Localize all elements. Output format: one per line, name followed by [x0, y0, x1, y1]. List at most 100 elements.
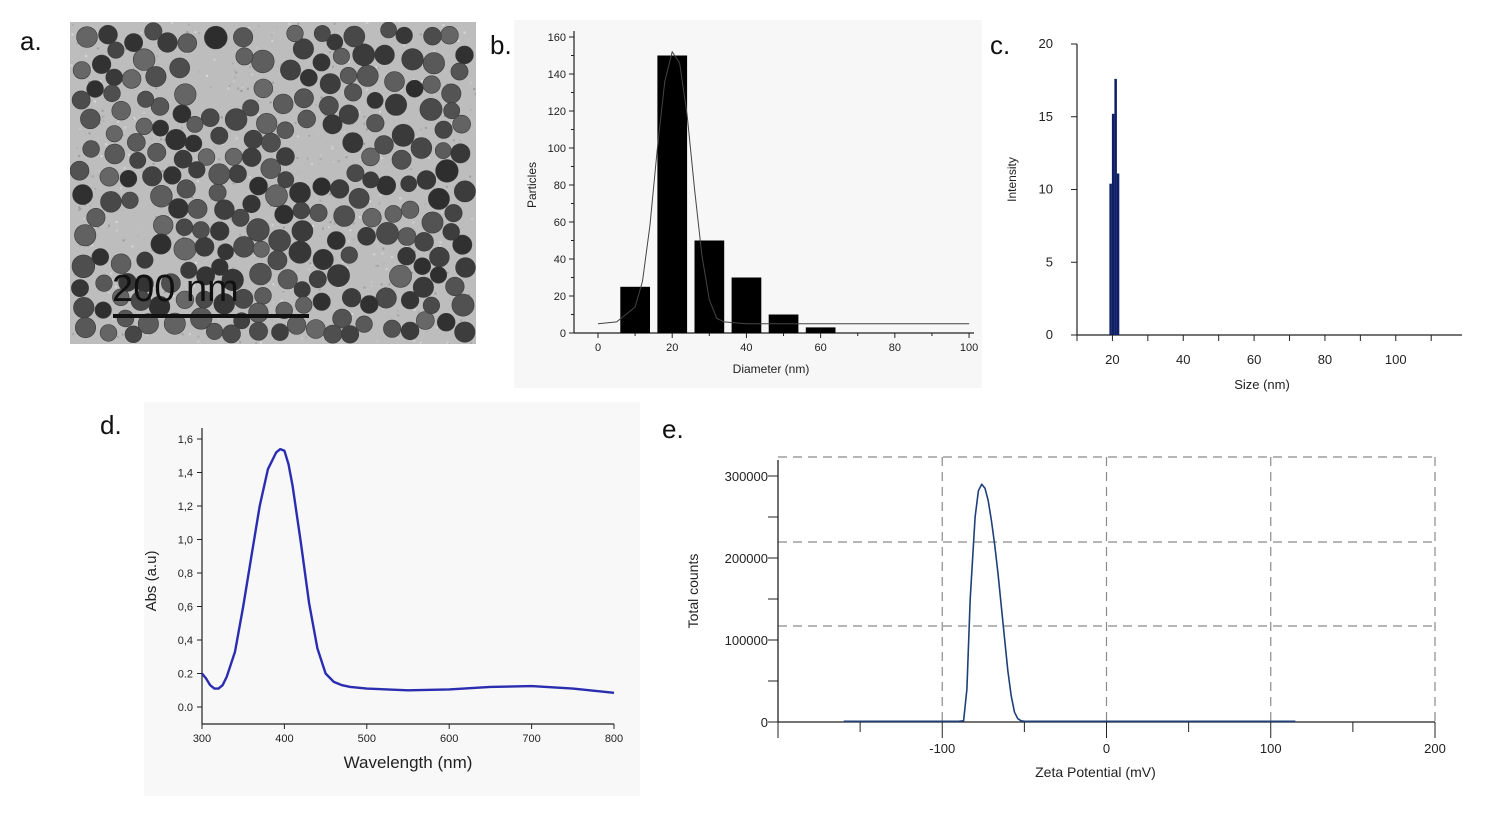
nanoparticle	[217, 243, 234, 261]
b-bar	[805, 327, 836, 333]
nanoparticle	[165, 128, 187, 151]
nanoparticle	[188, 161, 206, 179]
b-bar	[731, 277, 762, 333]
nanoparticle	[233, 288, 254, 309]
nanoparticle	[224, 147, 243, 166]
nanoparticle	[384, 93, 407, 116]
d-y-label: Abs (a.u)	[143, 551, 160, 612]
nanoparticle	[383, 319, 402, 338]
scale-bar-line	[113, 314, 309, 318]
nanoparticle	[261, 132, 281, 153]
nanoparticle	[204, 25, 228, 50]
c-x-tick-label: 60	[1247, 352, 1261, 367]
chart-d-uvvis: 0.0 0.2 0,4 0,6 0,8 1,0 1,2 1,4 1,6 300 400 500 600 7…	[143, 402, 640, 796]
nanoparticle	[249, 262, 272, 286]
nanoparticle	[256, 112, 278, 135]
nanoparticle	[243, 129, 263, 149]
c-x-label: Size (nm)	[1234, 377, 1290, 392]
nanoparticle	[429, 266, 447, 284]
d-y-tick-label: 0,6	[178, 602, 193, 614]
nanoparticle	[163, 312, 186, 335]
nanoparticle	[137, 313, 159, 335]
c-bar	[1111, 113, 1115, 335]
nanoparticle	[389, 264, 412, 288]
nanoparticle	[147, 142, 167, 162]
nanoparticle	[442, 223, 460, 241]
nanoparticle	[267, 250, 288, 271]
nanoparticle	[312, 53, 331, 72]
nanoparticle	[397, 247, 416, 266]
nanoparticle	[130, 290, 152, 311]
nanoparticle	[208, 183, 227, 202]
nanoparticle	[452, 234, 473, 255]
nanoparticle	[249, 321, 268, 341]
nanoparticle	[152, 119, 169, 137]
nanoparticle	[401, 291, 420, 310]
nanoparticle	[312, 177, 331, 196]
d-y-tick-label: 0.2	[178, 669, 193, 681]
nanoparticle	[271, 323, 289, 342]
tem-micrograph: 200 nm	[70, 22, 476, 344]
nanoparticle	[355, 315, 373, 333]
d-y-tick-label: 0,4	[178, 635, 193, 647]
b-y-tick-label: 120	[548, 106, 566, 118]
nanoparticle	[362, 171, 380, 189]
d-y-tick-label: 1,4	[178, 468, 193, 480]
d-x-tick-label: 600	[440, 733, 458, 745]
nanoparticle	[91, 54, 112, 74]
nanoparticle	[173, 237, 197, 261]
nanoparticle	[401, 200, 420, 219]
nanoparticle	[231, 208, 250, 227]
nanoparticle	[196, 266, 216, 286]
nanoparticle	[94, 301, 112, 319]
nanoparticle	[391, 149, 412, 170]
nanoparticle	[235, 47, 254, 66]
nanoparticle	[111, 100, 131, 121]
nanoparticle	[339, 66, 358, 85]
nanoparticle	[429, 246, 450, 268]
nanoparticle	[422, 296, 441, 315]
nanoparticle	[104, 143, 125, 165]
nanoparticle	[391, 123, 415, 147]
nanoparticle	[330, 179, 350, 199]
nanoparticle	[137, 90, 155, 108]
nanoparticle	[340, 246, 358, 264]
nanoparticle	[145, 66, 167, 88]
nanoparticle	[273, 93, 294, 115]
nanoparticle	[192, 221, 210, 239]
nanoparticle	[360, 295, 379, 314]
nanoparticle	[71, 90, 91, 110]
panel-label-c: c.	[990, 30, 1011, 60]
nanoparticle	[414, 232, 434, 252]
nanoparticle	[280, 59, 301, 81]
nanoparticle	[395, 26, 413, 45]
nanoparticle	[361, 147, 380, 167]
nanoparticle	[168, 198, 189, 219]
e-x-tick-label: -100	[929, 741, 955, 756]
nanoparticle	[312, 292, 331, 311]
nanoparticle	[195, 290, 214, 309]
nanoparticle	[366, 92, 384, 109]
b-fit-curve	[597, 50, 970, 325]
b-x-label: Diameter (nm)	[733, 362, 810, 376]
nanoparticle	[112, 288, 130, 306]
nanoparticle	[306, 319, 326, 339]
d-x-tick-label: 300	[193, 733, 211, 745]
nanoparticle	[180, 261, 198, 279]
nanoparticle	[99, 324, 118, 342]
nanoparticle	[249, 176, 268, 196]
nanoparticle	[292, 202, 310, 220]
nanoparticle	[248, 302, 269, 323]
nanoparticle	[415, 311, 435, 330]
nanoparticle	[228, 164, 247, 183]
nanoparticle	[82, 140, 100, 158]
b-y-tick-label: 40	[554, 254, 566, 266]
nanoparticle	[224, 108, 248, 131]
nanoparticle	[95, 274, 113, 292]
nanoparticle	[453, 180, 476, 203]
nanoparticle	[277, 269, 298, 290]
nanoparticle	[197, 148, 216, 166]
nanoparticle	[200, 108, 220, 127]
nanoparticle	[346, 164, 365, 183]
b-x-tick-label: 40	[740, 342, 752, 354]
